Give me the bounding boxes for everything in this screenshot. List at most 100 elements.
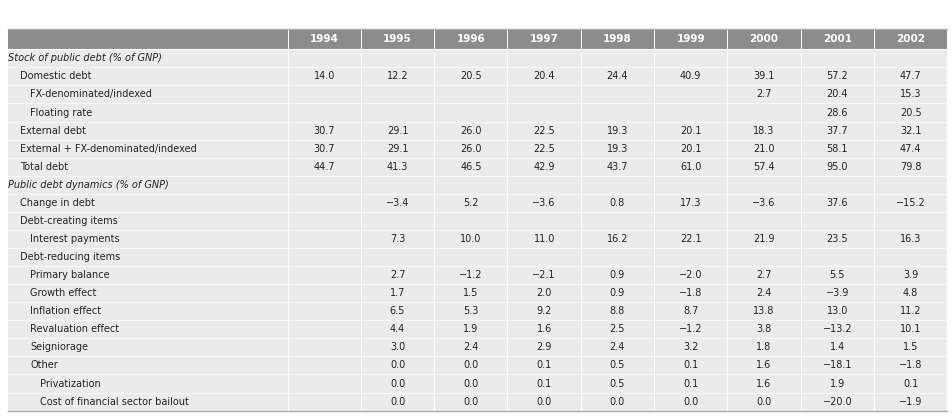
Text: 0.8: 0.8 <box>610 198 625 208</box>
Text: 47.7: 47.7 <box>900 71 922 81</box>
Text: 1.6: 1.6 <box>537 324 552 334</box>
Text: 43.7: 43.7 <box>606 162 628 172</box>
Text: 2.7: 2.7 <box>756 90 772 99</box>
Text: 20.1: 20.1 <box>680 126 702 136</box>
Text: 95.0: 95.0 <box>826 162 848 172</box>
Text: Cost of financial sector bailout: Cost of financial sector bailout <box>40 397 188 406</box>
Text: −1.9: −1.9 <box>899 397 922 406</box>
Text: 6.5: 6.5 <box>390 306 406 316</box>
Text: −2.0: −2.0 <box>679 270 703 280</box>
Text: 1.9: 1.9 <box>464 324 479 334</box>
Text: Interest payments: Interest payments <box>30 234 120 244</box>
Text: External debt: External debt <box>20 126 86 136</box>
Text: 30.7: 30.7 <box>313 144 335 154</box>
Bar <box>8 29 947 49</box>
Text: 44.7: 44.7 <box>313 162 335 172</box>
Text: 11.2: 11.2 <box>900 306 922 316</box>
Text: 13.8: 13.8 <box>753 306 775 316</box>
Text: 12.2: 12.2 <box>387 71 408 81</box>
Text: 2.7: 2.7 <box>756 270 772 280</box>
Text: 28.6: 28.6 <box>826 108 848 118</box>
Text: 14.0: 14.0 <box>313 71 335 81</box>
Text: 10.0: 10.0 <box>460 234 482 244</box>
Text: Total debt: Total debt <box>20 162 69 172</box>
Text: 3.9: 3.9 <box>902 270 919 280</box>
Text: 22.1: 22.1 <box>680 234 702 244</box>
Text: 0.0: 0.0 <box>757 397 772 406</box>
Text: 1998: 1998 <box>603 34 632 44</box>
Text: Growth effect: Growth effect <box>30 288 97 298</box>
Text: −13.2: −13.2 <box>823 324 852 334</box>
Text: −2.1: −2.1 <box>532 270 556 280</box>
Text: 2.9: 2.9 <box>537 342 552 352</box>
Text: 24.4: 24.4 <box>606 71 628 81</box>
Text: −1.8: −1.8 <box>679 288 703 298</box>
Text: FX-denominated/indexed: FX-denominated/indexed <box>30 90 152 99</box>
Text: −3.6: −3.6 <box>532 198 556 208</box>
Text: 2.0: 2.0 <box>537 288 552 298</box>
Text: 37.6: 37.6 <box>826 198 848 208</box>
Text: 1999: 1999 <box>677 34 705 44</box>
Text: 32.1: 32.1 <box>900 126 922 136</box>
Text: 41.3: 41.3 <box>387 162 408 172</box>
Text: −1.2: −1.2 <box>459 270 483 280</box>
Text: 20.4: 20.4 <box>533 71 555 81</box>
Text: 0.0: 0.0 <box>390 378 406 388</box>
Text: 8.8: 8.8 <box>610 306 625 316</box>
Text: 1.5: 1.5 <box>902 342 919 352</box>
Text: 7.3: 7.3 <box>390 234 406 244</box>
Text: 1994: 1994 <box>309 34 339 44</box>
Text: 4.4: 4.4 <box>390 324 406 334</box>
Text: 0.1: 0.1 <box>902 378 919 388</box>
Text: 5.3: 5.3 <box>464 306 479 316</box>
Text: 37.7: 37.7 <box>826 126 848 136</box>
Text: 57.2: 57.2 <box>826 71 848 81</box>
Text: 0.0: 0.0 <box>390 397 406 406</box>
Text: 1.7: 1.7 <box>390 288 406 298</box>
Text: Inflation effect: Inflation effect <box>30 306 102 316</box>
Text: Floating rate: Floating rate <box>30 108 92 118</box>
Text: 22.5: 22.5 <box>533 144 555 154</box>
Text: 1.6: 1.6 <box>757 360 772 370</box>
Text: Domestic debt: Domestic debt <box>20 71 91 81</box>
Text: 8.7: 8.7 <box>683 306 699 316</box>
Text: 2000: 2000 <box>749 34 779 44</box>
Text: −3.4: −3.4 <box>386 198 409 208</box>
Text: 0.1: 0.1 <box>684 378 699 388</box>
Text: 26.0: 26.0 <box>460 144 482 154</box>
Text: Debt-creating items: Debt-creating items <box>20 216 118 226</box>
Text: 9.2: 9.2 <box>537 306 552 316</box>
Text: Other: Other <box>30 360 58 370</box>
Text: 1.9: 1.9 <box>830 378 845 388</box>
Text: 0.9: 0.9 <box>610 288 625 298</box>
Text: 26.0: 26.0 <box>460 126 482 136</box>
Text: 20.5: 20.5 <box>900 108 922 118</box>
Text: 1.4: 1.4 <box>830 342 845 352</box>
Text: Seigniorage: Seigniorage <box>30 342 89 352</box>
Text: 3.2: 3.2 <box>683 342 699 352</box>
Text: 21.0: 21.0 <box>753 144 775 154</box>
Text: 2.7: 2.7 <box>389 270 406 280</box>
Text: 10.1: 10.1 <box>900 324 922 334</box>
Text: 13.0: 13.0 <box>826 306 848 316</box>
Text: 40.9: 40.9 <box>680 71 702 81</box>
Text: 2.4: 2.4 <box>609 342 625 352</box>
Text: 0.0: 0.0 <box>684 397 699 406</box>
Text: 0.1: 0.1 <box>684 360 699 370</box>
Text: External + FX-denominated/indexed: External + FX-denominated/indexed <box>20 144 197 154</box>
Text: 2.5: 2.5 <box>609 324 625 334</box>
Text: 4.8: 4.8 <box>902 288 919 298</box>
Text: −15.2: −15.2 <box>896 198 925 208</box>
Text: 5.2: 5.2 <box>463 198 479 208</box>
Text: 29.1: 29.1 <box>387 126 408 136</box>
Text: Revaluation effect: Revaluation effect <box>30 324 120 334</box>
Text: 0.1: 0.1 <box>537 360 552 370</box>
Text: 0.5: 0.5 <box>609 360 625 370</box>
Text: 20.1: 20.1 <box>680 144 702 154</box>
Text: Public debt dynamics (% of GNP): Public debt dynamics (% of GNP) <box>8 180 169 190</box>
Text: 0.0: 0.0 <box>390 360 406 370</box>
Text: 3.0: 3.0 <box>390 342 406 352</box>
Text: 20.4: 20.4 <box>826 90 848 99</box>
Text: 19.3: 19.3 <box>606 144 628 154</box>
Text: 15.3: 15.3 <box>900 90 922 99</box>
